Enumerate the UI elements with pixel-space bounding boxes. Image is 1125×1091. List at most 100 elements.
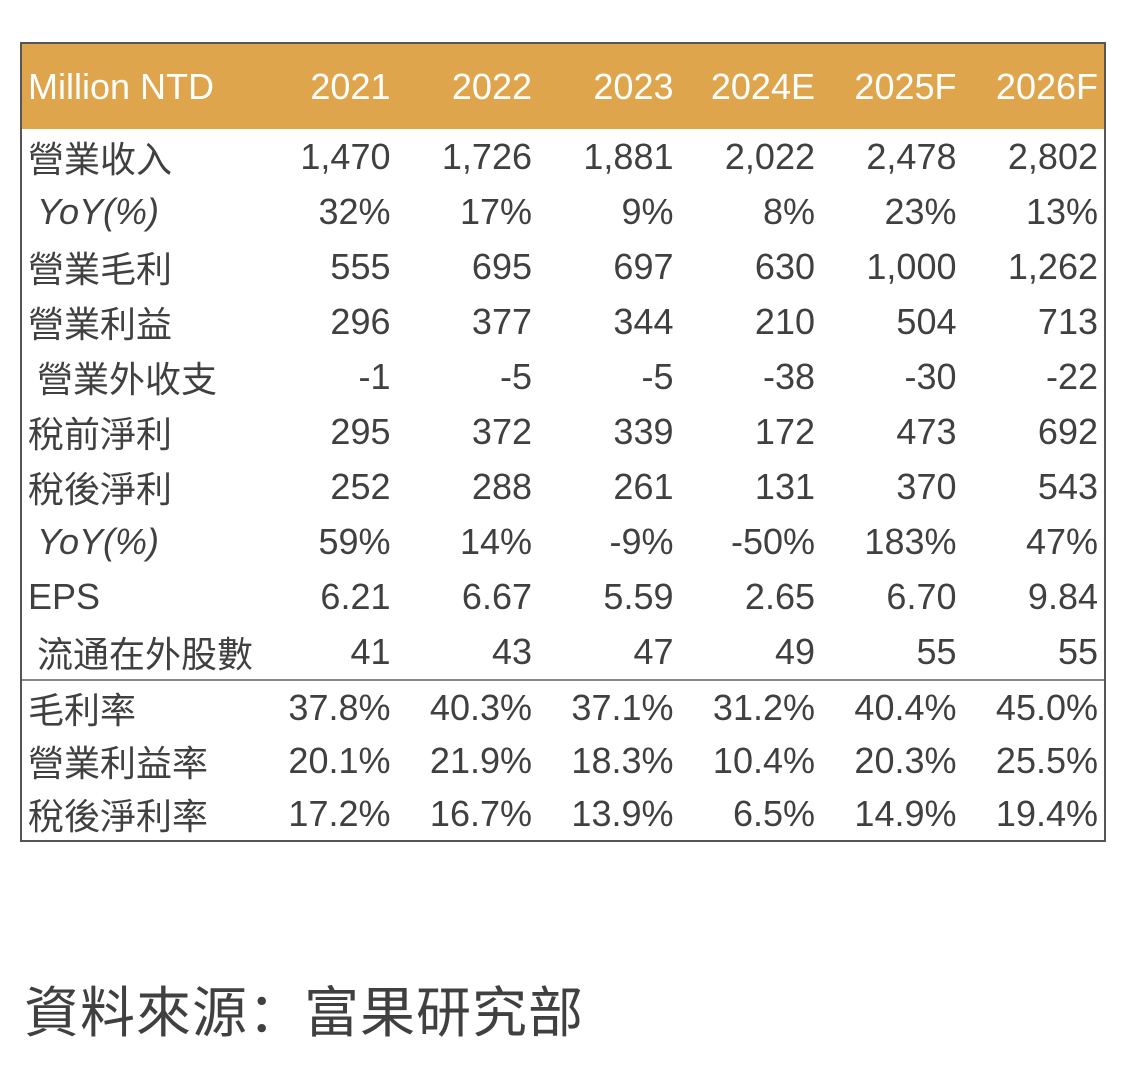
cell-value: 543 [1037,465,1098,507]
cell-value: 14% [459,520,532,562]
cell-value: 14.9% [854,792,957,834]
cell-value: 13% [1025,190,1098,232]
cell-value: 252 [330,465,391,507]
cell-value: 695 [471,245,532,287]
cell-value: 18.3% [571,739,674,781]
cell-value: 261 [613,465,674,507]
year-column-header: 2023 [593,65,674,107]
cell-value: -38 [762,355,815,397]
cell-value: -9% [609,520,674,562]
year-column-header: 2025F [854,65,957,107]
cell-value: 21.9% [429,739,532,781]
cell-value: 9.84 [1027,575,1098,617]
year-column-header: 2026F [995,65,1098,107]
cell-value: 288 [471,465,532,507]
cell-value: 43 [491,630,532,672]
cell-value: 377 [471,300,532,342]
cell-value: -22 [1045,355,1098,397]
table-row: 營業利益 296 377 344 210 504 713 [22,294,1104,349]
cell-value: 40.3% [429,686,532,728]
cell-value: 1,262 [1007,245,1098,287]
cell-value: 55 [1057,630,1098,672]
cell-value: 2,478 [866,135,957,177]
cell-value: -50% [730,520,815,562]
cell-value: 17.2% [288,792,391,834]
year-column-header: 2021 [310,65,391,107]
cell-value: 16.7% [429,792,532,834]
cell-value: 2.65 [744,575,815,617]
cell-value: 2,022 [724,135,815,177]
cell-value: -5 [641,355,674,397]
units-header-cell: Million NTD [28,65,215,107]
income-statement-section: 營業收入 1,470 1,726 1,881 2,022 2,478 2,802 YoY(%)… [22,129,1104,679]
cell-value: 172 [754,410,815,452]
cell-value: 55 [916,630,957,672]
table-row: YoY(%) 59% 14% -9% -50% 183% 47% [22,514,1104,569]
margin-ratios-section: 毛利率 37.8% 40.3% 37.1% 31.2% 40.4% 45.0% 營業利益率 20… [22,679,1104,840]
cell-value: 372 [471,410,532,452]
row-label: 營業外收支 [37,358,218,400]
cell-value: 59% [318,520,391,562]
table-row: 稅後淨利 252 288 261 131 370 543 [22,459,1104,514]
cell-value: 19.4% [995,792,1098,834]
cell-value: 47 [633,630,674,672]
row-label: 營業利益 [28,303,173,345]
cell-value: 339 [613,410,674,452]
table-row: 稅後淨利率 17.2% 16.7% 13.9% 6.5% 14.9% 19.4% [22,787,1104,840]
cell-value: 1,881 [583,135,674,177]
cell-value: 555 [330,245,391,287]
cell-value: 13.9% [571,792,674,834]
cell-value: 697 [613,245,674,287]
row-label: 稅後淨利 [28,468,173,510]
row-label: 營業收入 [28,138,173,180]
cell-value: 31.2% [712,686,815,728]
cell-value: 210 [754,300,815,342]
cell-value: 1,470 [300,135,391,177]
cell-value: 473 [896,410,957,452]
cell-value: 47% [1025,520,1098,562]
cell-value: 2,802 [1007,135,1098,177]
year-column-header: 2022 [451,65,532,107]
financial-summary-table: Million NTD 2021 2022 2023 2024E 2025F 2026F 營… [20,42,1106,842]
cell-value: 37.8% [288,686,391,728]
cell-value: 32% [318,190,391,232]
row-label: 稅後淨利率 [28,795,209,837]
cell-value: -1 [358,355,391,397]
row-label: 流通在外股數 [37,633,254,675]
table-row: 稅前淨利 295 372 339 172 473 692 [22,404,1104,459]
cell-value: 25.5% [995,739,1098,781]
cell-value: 504 [896,300,957,342]
row-label: EPS [28,575,101,617]
cell-value: 630 [754,245,815,287]
cell-value: 20.1% [288,739,391,781]
cell-value: 6.70 [886,575,957,617]
cell-value: 295 [330,410,391,452]
table-row: EPS 6.21 6.67 5.59 2.65 6.70 9.84 [22,569,1104,624]
cell-value: 6.21 [320,575,391,617]
cell-value: 344 [613,300,674,342]
table-row: 營業收入 1,470 1,726 1,881 2,022 2,478 2,802 [22,129,1104,184]
row-label: 毛利率 [28,689,137,731]
row-label: 營業利益率 [28,742,209,784]
table-row: 營業毛利 555 695 697 630 1,000 1,262 [22,239,1104,294]
cell-value: 6.67 [461,575,532,617]
year-column-header: 2024E [710,65,815,107]
cell-value: -30 [904,355,957,397]
cell-value: 713 [1037,300,1098,342]
source-caption: 資料來源：富果研究部 [24,982,585,1044]
cell-value: 1,000 [866,245,957,287]
cell-value: 5.59 [603,575,674,617]
cell-value: 692 [1037,410,1098,452]
cell-value: 370 [896,465,957,507]
table-row: YoY(%) 32% 17% 9% 8% 23% 13% [22,184,1104,239]
row-label: 營業毛利 [28,248,173,290]
cell-value: 131 [754,465,815,507]
cell-value: 1,726 [441,135,532,177]
table-row: 毛利率 37.8% 40.3% 37.1% 31.2% 40.4% 45.0% [22,681,1104,734]
cell-value: 9% [621,190,674,232]
cell-value: 8% [762,190,815,232]
row-label: YoY(%) [37,520,160,562]
row-label: YoY(%) [37,190,160,232]
table-row: 營業利益率 20.1% 21.9% 18.3% 10.4% 20.3% 25.5% [22,734,1104,787]
cell-value: 40.4% [854,686,957,728]
